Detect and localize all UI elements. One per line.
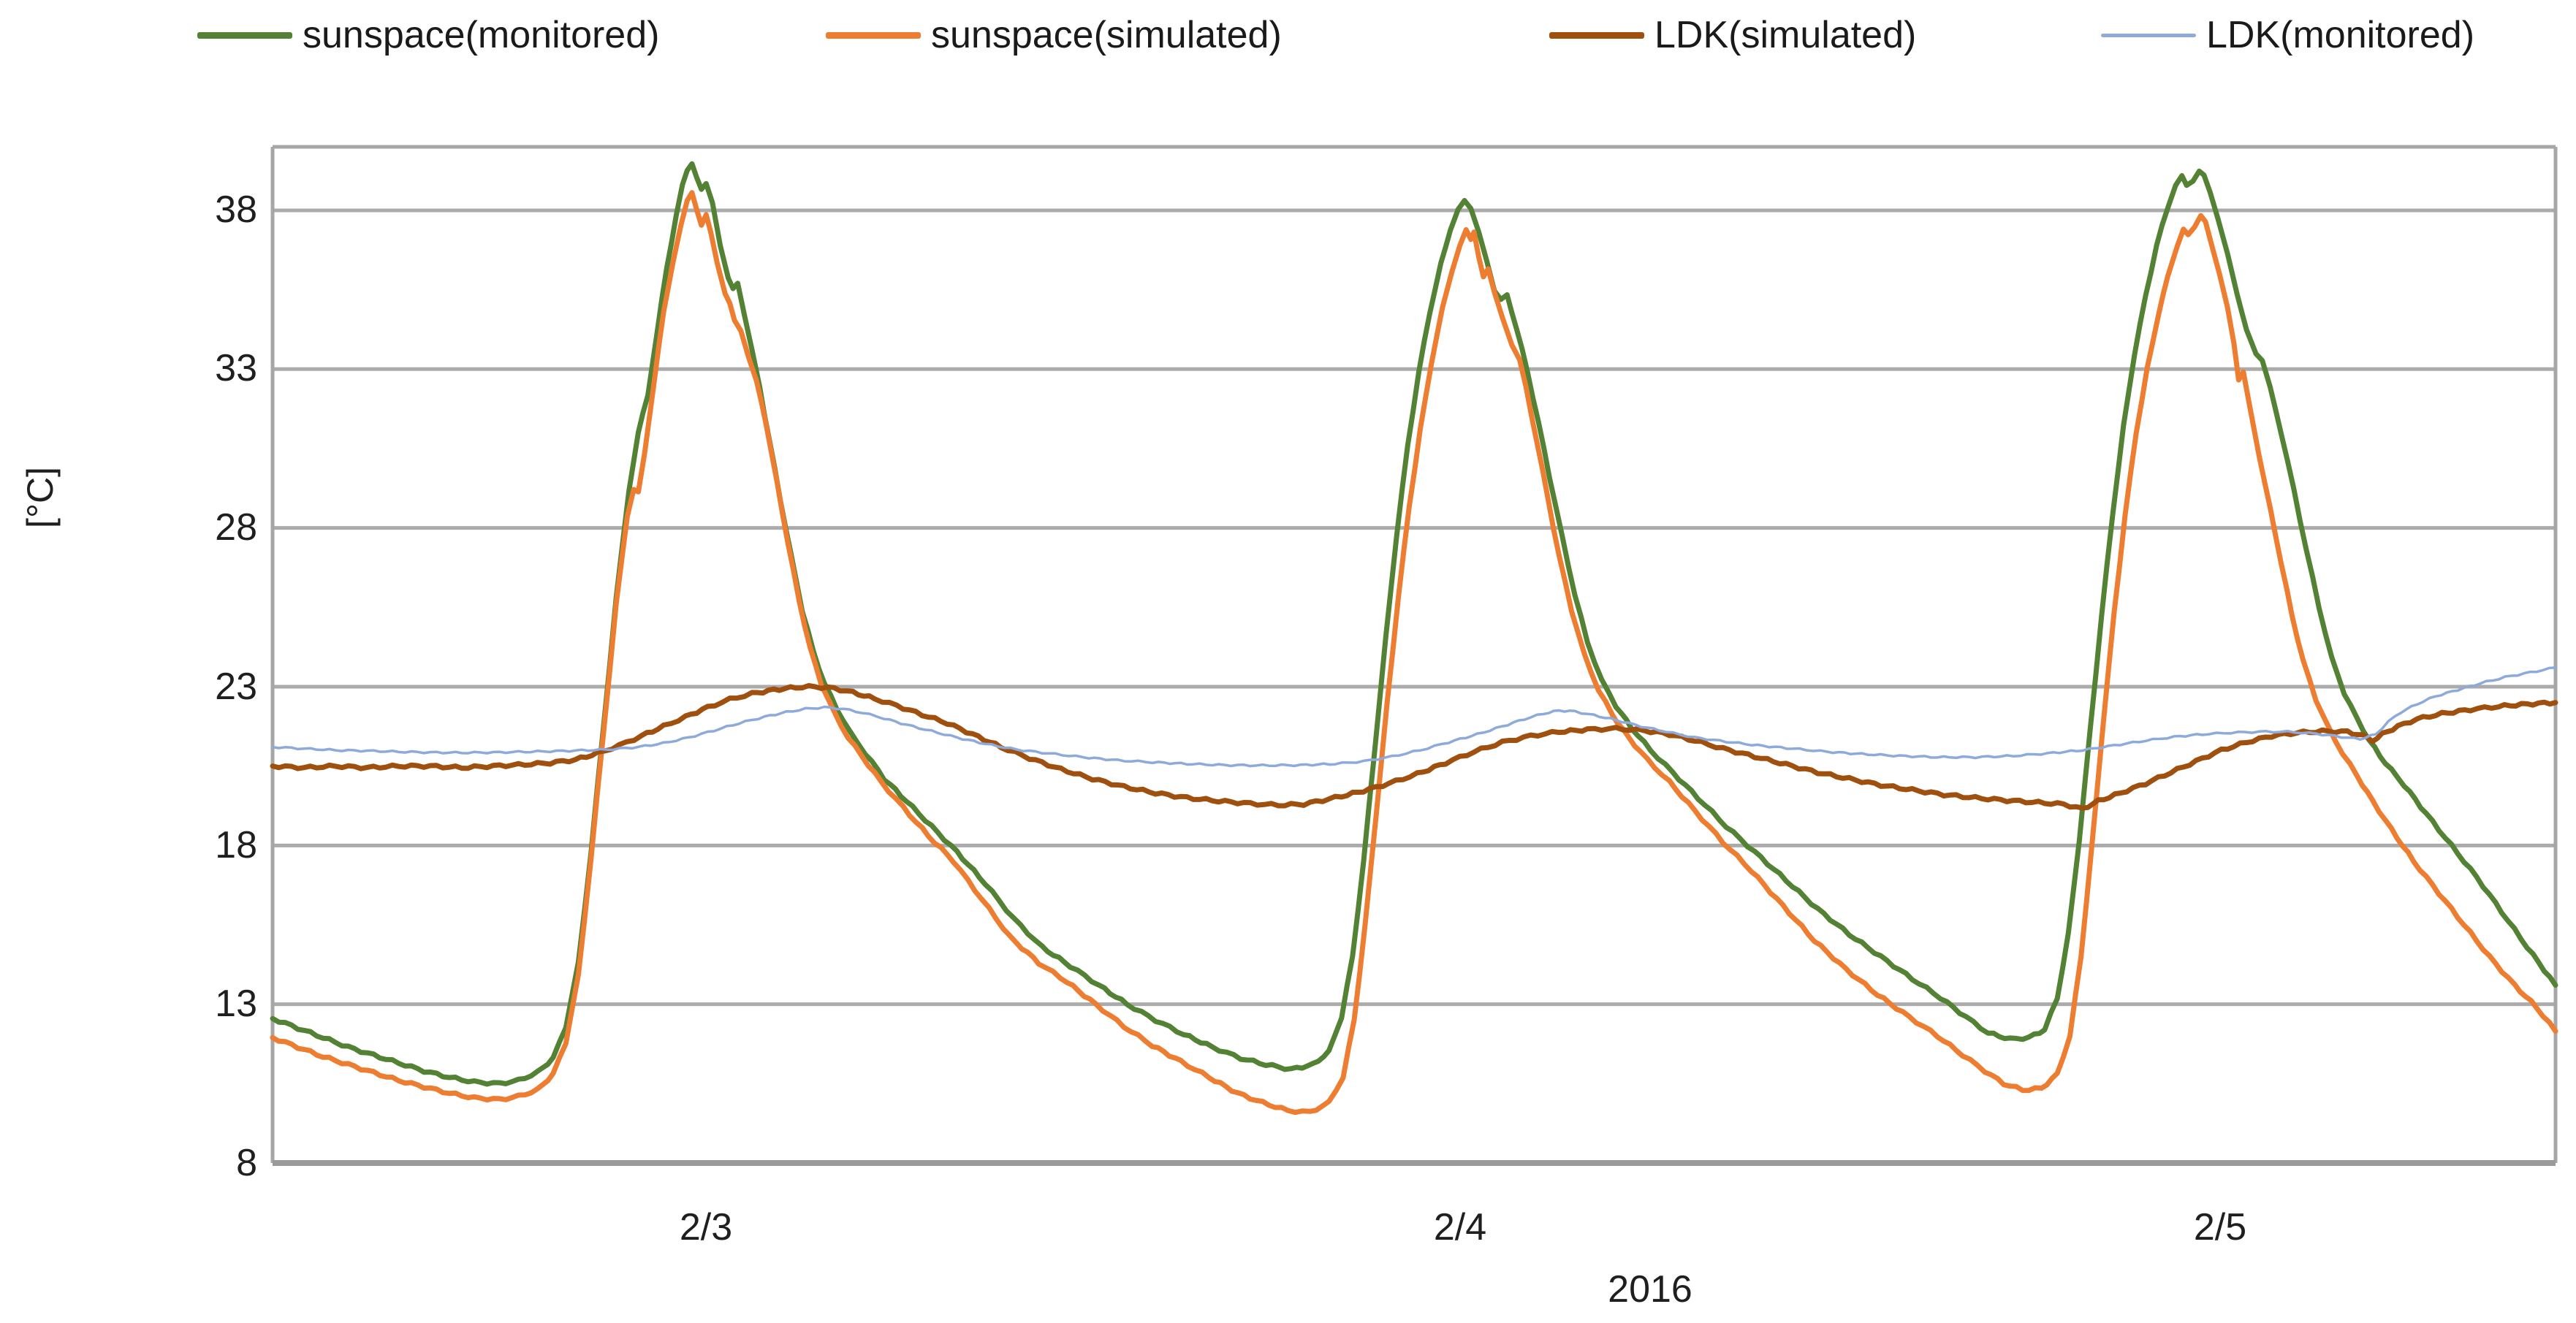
legend-line-sunspace-simulated-icon	[826, 31, 921, 39]
y-tick-label: 23	[215, 666, 257, 708]
x-tick-label: 2/4	[1433, 1206, 1487, 1248]
y-tick-label: 33	[215, 347, 257, 389]
y-tick-label: 28	[215, 506, 257, 549]
y-tick-label: 18	[215, 824, 257, 866]
x-tick-label: 2/3	[679, 1206, 733, 1248]
legend-item-sunspace-simulated: sunspace(simulated)	[826, 6, 1282, 64]
legend-item-sunspace-monitored: sunspace(monitored)	[197, 6, 659, 64]
series-line-sunspace-simulated	[270, 190, 2558, 1116]
y-tick-label: 13	[215, 983, 257, 1025]
legend-line-ldk-simulated-icon	[1549, 31, 1644, 39]
series-line-sunspace-monitored	[270, 161, 2558, 1087]
legend-label-sunspace-monitored: sunspace(monitored)	[303, 14, 660, 56]
legend-label-sunspace-simulated: sunspace(simulated)	[931, 14, 1282, 56]
legend-label-ldk-monitored: LDK(monitored)	[2206, 14, 2475, 56]
legend-line-sunspace-monitored-icon	[197, 31, 292, 39]
x-axis-year-label: 2016	[1608, 1268, 1692, 1311]
series-line-ldk-simulated	[270, 683, 2558, 811]
legend-item-ldk-simulated: LDK(simulated)	[1549, 6, 1916, 64]
y-axis-title: [°C]	[20, 467, 61, 528]
series-line-ldk-monitored	[271, 666, 2557, 768]
y-tick-label: 8	[236, 1142, 257, 1184]
legend-line-ldk-monitored-icon	[2101, 33, 2196, 37]
legend-label-ldk-simulated: LDK(simulated)	[1654, 14, 1917, 56]
y-tick-label: 38	[215, 188, 257, 231]
x-tick-label: 2/5	[2193, 1206, 2247, 1248]
legend-item-ldk-monitored: LDK(monitored)	[2101, 6, 2474, 64]
